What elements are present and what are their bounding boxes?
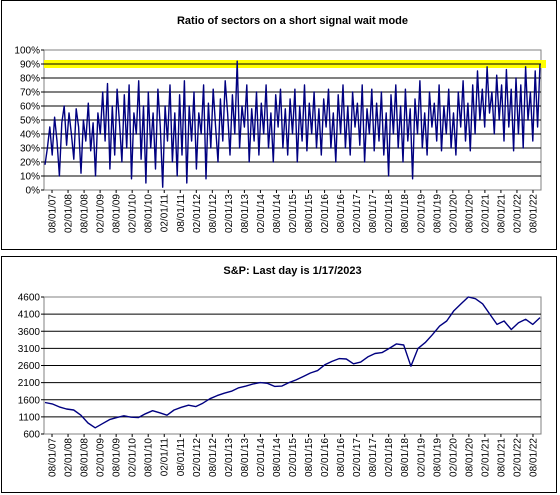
x-tick-label: 02/01/22: [512, 194, 523, 233]
y-tick-label: 40%: [20, 130, 40, 141]
x-tick-label: 02/01/17: [352, 194, 363, 233]
chart-title: Ratio of sectors on a short signal wait …: [177, 15, 408, 27]
x-tick-label: 08/01/16: [336, 194, 347, 233]
x-tick-label: 02/01/21: [480, 438, 491, 477]
x-tick-label: 02/01/14: [256, 194, 267, 233]
x-tick-label: 02/01/17: [352, 438, 363, 477]
x-tick-label: 02/01/10: [128, 194, 139, 233]
x-tick-label: 02/01/11: [160, 194, 171, 233]
x-tick-label: 08/01/12: [208, 194, 219, 233]
y-tick-label: 2100: [18, 378, 41, 389]
y-tick-label: 90%: [20, 60, 40, 71]
chart-title: S&P: Last day is 1/17/2023: [223, 265, 361, 277]
x-tick-label: 08/01/08: [80, 438, 91, 477]
x-tick-label: 08/01/15: [304, 438, 315, 477]
ratio-chart: Ratio of sectors on a short signal wait …: [14, 15, 546, 233]
x-tick-label: 08/01/18: [400, 438, 411, 477]
x-tick-label: 08/01/09: [112, 438, 123, 477]
x-tick-label: 08/01/14: [272, 438, 283, 477]
y-tick-label: 0%: [26, 186, 41, 197]
x-tick-label: 08/01/14: [272, 194, 283, 233]
x-tick-label: 08/01/17: [368, 438, 379, 477]
x-tick-label: 08/01/09: [112, 194, 123, 233]
y-tick-label: 1600: [18, 395, 41, 406]
x-tick-label: 02/01/09: [96, 194, 107, 233]
y-tick-label: 10%: [20, 172, 40, 183]
x-tick-label: 02/01/16: [320, 194, 331, 233]
y-tick-label: 4600: [18, 293, 41, 304]
y-tick-label: 70%: [20, 88, 40, 99]
x-tick-label: 08/01/16: [336, 438, 347, 477]
x-tick-label: 02/01/20: [448, 194, 459, 233]
x-tick-label: 02/01/11: [160, 438, 171, 477]
x-tick-label: 02/01/20: [448, 438, 459, 477]
ratio-chart-panel: Ratio of sectors on a short signal wait …: [1, 0, 557, 250]
x-tick-label: 02/01/12: [192, 438, 203, 477]
x-tick-label: 08/01/20: [464, 438, 475, 477]
x-tick-label: 08/01/10: [144, 438, 155, 477]
x-tick-label: 08/01/11: [176, 194, 187, 233]
x-tick-label: 08/01/12: [208, 438, 219, 477]
x-tick-label: 02/01/22: [512, 438, 523, 477]
x-tick-label: 02/01/13: [224, 194, 235, 233]
x-tick-label: 08/01/10: [144, 194, 155, 233]
x-tick-label: 08/01/07: [48, 194, 59, 233]
y-tick-label: 80%: [20, 74, 40, 85]
sp-chart: S&P: Last day is 1/17/2023 600 1100 1600 210…: [18, 265, 542, 477]
sp-chart-panel: S&P: Last day is 1/17/2023 600 1100 1600 210…: [1, 256, 557, 493]
x-tick-label: 02/01/14: [256, 438, 267, 477]
x-tick-label: 08/01/13: [240, 194, 251, 233]
x-tick-label: 02/01/19: [416, 438, 427, 477]
x-tick-label: 02/01/08: [64, 194, 75, 233]
x-tick-label: 02/01/18: [384, 438, 395, 477]
y-tick-label: 20%: [20, 158, 40, 169]
y-tick-label: 4100: [18, 310, 41, 321]
y-tick-label: 100%: [14, 46, 40, 57]
x-tick-label: 02/01/21: [480, 194, 491, 233]
x-tick-label: 08/01/19: [432, 194, 443, 233]
x-tick-label: 02/01/15: [288, 438, 299, 477]
y-tick-label: 3100: [18, 344, 41, 355]
y-tick-label: 2600: [18, 361, 41, 372]
y-tick-label: 600: [23, 430, 40, 441]
series-line: [44, 60, 541, 188]
x-tick-label: 02/01/18: [384, 194, 395, 233]
x-tick-label: 08/01/22: [528, 438, 539, 477]
x-tick-label: 08/01/19: [432, 438, 443, 477]
x-tick-label: 08/01/07: [48, 438, 59, 477]
y-tick-label: 60%: [20, 102, 40, 113]
x-tick-label: 08/01/20: [464, 194, 475, 233]
x-tick-label: 08/01/15: [304, 194, 315, 233]
x-tick-label: 02/01/19: [416, 194, 427, 233]
y-tick-label: 1100: [18, 412, 40, 423]
y-tick-label: 50%: [20, 116, 40, 127]
x-tick-label: 02/01/08: [64, 438, 75, 477]
x-tick-label: 08/01/11: [176, 438, 187, 477]
x-tick-label: 08/01/18: [400, 194, 411, 233]
x-tick-label: 02/01/09: [96, 438, 107, 477]
y-tick-label: 30%: [20, 144, 40, 155]
series-line: [44, 296, 541, 429]
x-tick-label: 08/01/22: [528, 194, 539, 233]
x-tick-label: 08/01/21: [496, 438, 507, 477]
x-tick-label: 02/01/15: [288, 194, 299, 233]
x-tick-label: 02/01/13: [224, 438, 235, 477]
x-tick-label: 08/01/17: [368, 194, 379, 233]
x-tick-label: 08/01/21: [496, 194, 507, 233]
x-tick-label: 02/01/16: [320, 438, 331, 477]
x-tick-label: 02/01/10: [128, 438, 139, 477]
x-tick-label: 08/01/13: [240, 438, 251, 477]
x-tick-label: 02/01/12: [192, 194, 203, 233]
x-tick-label: 08/01/08: [80, 194, 91, 233]
y-tick-label: 3600: [18, 327, 41, 338]
